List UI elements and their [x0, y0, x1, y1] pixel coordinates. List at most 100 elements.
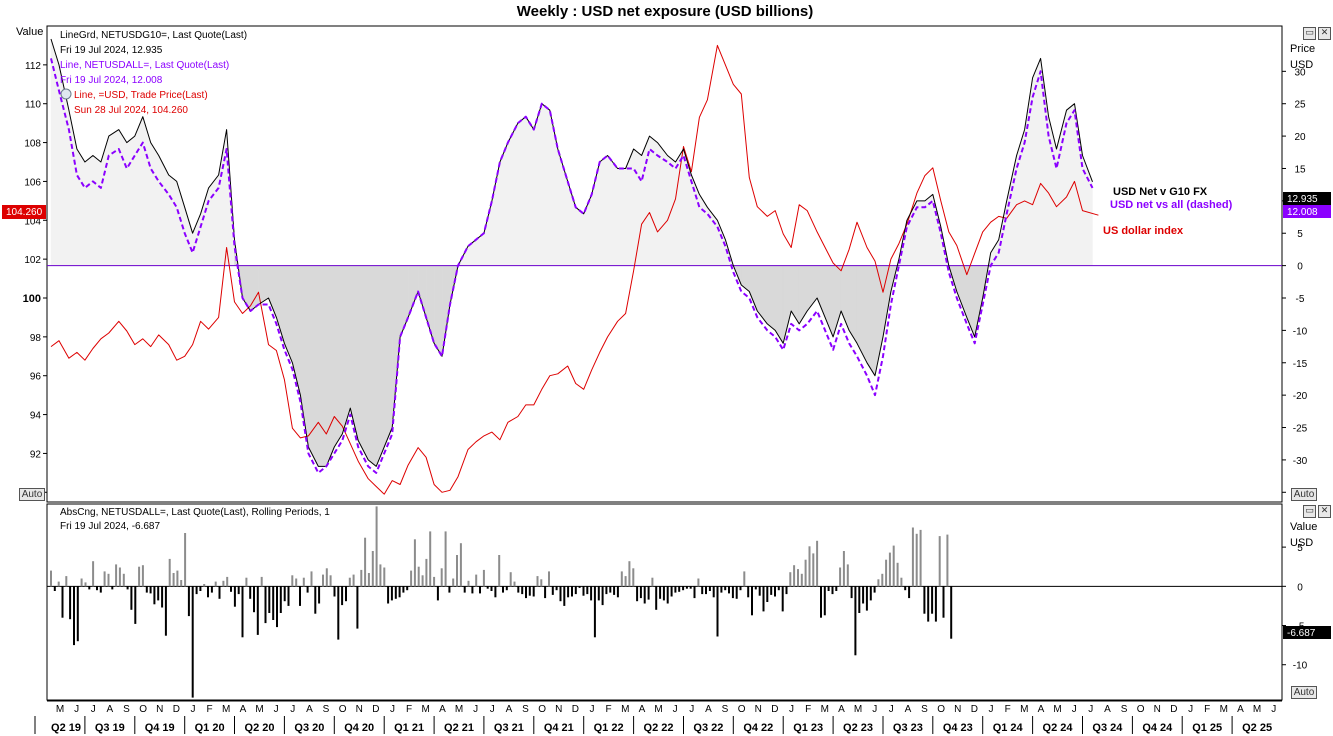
change-bar: [812, 553, 815, 587]
month-label: S: [522, 704, 529, 715]
change-bar: [237, 586, 240, 595]
quarter-label: Q3 22: [693, 722, 723, 734]
change-bar: [804, 559, 807, 587]
right-tick-label: 5: [1297, 229, 1303, 240]
month-label: J: [989, 704, 994, 715]
left-axis-title: Value: [16, 26, 43, 38]
change-bar: [314, 586, 317, 614]
change-bar: [417, 566, 420, 587]
lower-pane-restore-icon[interactable]: ▭: [1303, 505, 1316, 518]
quarter-label: Q3 24: [1092, 722, 1123, 734]
change-bar: [923, 586, 926, 614]
legend-value-all: Fri 19 Jul 2024, 12.008: [60, 75, 163, 86]
left-tick-label: 104: [24, 216, 41, 227]
fill-segment: [383, 265, 393, 448]
fill-segment: [150, 141, 159, 266]
auto-scale-button-lower[interactable]: Auto: [1291, 686, 1317, 699]
month-label: J: [1072, 704, 1077, 715]
month-label: M: [56, 704, 64, 715]
change-bar: [486, 586, 489, 589]
month-label: M: [621, 704, 629, 715]
change-bar: [873, 586, 876, 593]
right-tick-label: 25: [1294, 100, 1306, 111]
change-bar: [735, 586, 738, 599]
annotation-all: USD net vs all (dashed): [1110, 199, 1233, 211]
change-bar: [808, 546, 811, 587]
change-bar: [708, 586, 711, 591]
change-bar: [448, 586, 451, 593]
right-tick-label: -20: [1293, 391, 1308, 402]
change-bar: [934, 586, 937, 622]
change-bar: [502, 586, 504, 593]
month-label: D: [1170, 704, 1177, 715]
pane-close-icon[interactable]: ✕: [1318, 27, 1331, 40]
quarter-label: Q1 20: [195, 722, 225, 734]
change-bar: [230, 586, 232, 592]
change-bar: [877, 579, 880, 587]
change-bar: [452, 578, 455, 587]
month-label: A: [506, 704, 513, 715]
month-label: A: [639, 704, 646, 715]
right-tick-label: 30: [1294, 67, 1306, 78]
fill-segment: [367, 265, 377, 467]
fill-segment: [499, 142, 509, 266]
change-bar: [927, 586, 930, 622]
change-bar: [697, 578, 700, 587]
change-bar: [739, 586, 742, 591]
month-label: O: [339, 704, 347, 715]
month-label: A: [1237, 704, 1244, 715]
change-bar: [180, 580, 183, 587]
fill-segment: [525, 115, 535, 266]
legend-value-dxy: Sun 28 Jul 2024, 104.260: [74, 105, 188, 116]
quarter-label: Q2 21: [444, 722, 474, 734]
change-bar: [659, 586, 662, 599]
change-bar: [88, 586, 91, 590]
change-bar: [463, 586, 466, 593]
change-bar: [69, 586, 72, 620]
change-bar: [272, 586, 275, 620]
lower-pane-close-icon[interactable]: ✕: [1318, 505, 1331, 518]
pane-restore-icon[interactable]: ▭: [1303, 27, 1316, 40]
change-bar: [107, 573, 110, 587]
auto-scale-button-right[interactable]: Auto: [1291, 488, 1317, 501]
month-label: F: [805, 704, 811, 715]
quarter-label: Q1 22: [594, 722, 624, 734]
left-tick-label: 110: [25, 100, 41, 111]
fill-segment: [76, 148, 86, 266]
left-tick-label: 94: [30, 411, 42, 422]
change-bar: [302, 577, 305, 587]
change-bar: [184, 533, 187, 587]
quarter-label: Q1 23: [793, 722, 823, 734]
quarter-label: Q4 22: [743, 722, 773, 734]
change-bar: [80, 578, 83, 587]
change-bar: [103, 571, 106, 587]
change-bar: [214, 581, 217, 587]
change-bar: [678, 586, 681, 592]
change-bar: [758, 586, 761, 596]
upper-legend: LineGrd, NETUSDG10=, Last Quote(Last) Fr…: [60, 30, 247, 116]
fill-segment: [1032, 58, 1041, 266]
lower-legend-line: AbsCng, NETUSDALL=, Last Quote(Last), Ro…: [60, 507, 330, 518]
change-bar: [436, 586, 439, 601]
change-bar: [253, 586, 255, 613]
change-bar: [111, 586, 114, 590]
change-bar: [666, 586, 669, 604]
auto-scale-button-left[interactable]: Auto: [19, 488, 45, 501]
left-tick-label: 112: [25, 61, 41, 72]
change-bar: [712, 586, 715, 598]
fill-segment: [375, 265, 385, 467]
change-bar: [942, 586, 945, 618]
series-line-g10: [50, 38, 1093, 467]
change-bar: [521, 586, 524, 595]
change-bar: [513, 581, 516, 587]
change-bar: [195, 586, 198, 595]
fill-segment: [924, 193, 934, 266]
month-label: D: [971, 704, 978, 715]
change-bar: [888, 552, 891, 587]
change-bar: [433, 576, 436, 587]
change-bar: [345, 586, 347, 602]
change-bar: [636, 586, 639, 602]
fill-segment: [342, 265, 351, 435]
change-bar: [777, 586, 780, 591]
